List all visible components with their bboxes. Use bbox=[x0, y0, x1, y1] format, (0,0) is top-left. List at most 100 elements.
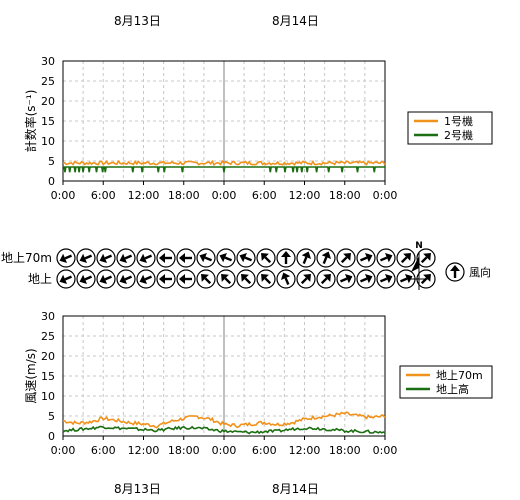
wind-arrow bbox=[281, 251, 291, 264]
wind-arrow-shaft bbox=[360, 256, 368, 262]
wind-direction-icon bbox=[216, 248, 236, 268]
x-tick-label: 12:00 bbox=[289, 444, 321, 457]
legend-box bbox=[399, 365, 493, 399]
wind-direction-icon bbox=[56, 248, 76, 268]
wind-arrow-shaft bbox=[360, 277, 368, 283]
wind-legend-icon bbox=[445, 262, 465, 282]
wind-arrow-shaft bbox=[64, 254, 72, 260]
wind-arrow-head bbox=[79, 274, 88, 284]
x-tick-label: 18:00 bbox=[168, 189, 200, 202]
wind-arrow-head bbox=[239, 252, 247, 263]
y-tick-label: 20 bbox=[41, 350, 55, 363]
wind-direction-icon bbox=[176, 248, 196, 268]
wind-arrow-shaft bbox=[400, 256, 408, 264]
wind-arrow-head bbox=[59, 274, 68, 284]
wind-direction-icon bbox=[376, 248, 396, 268]
wind-arrow bbox=[301, 251, 312, 265]
wind-arrow-head bbox=[384, 253, 393, 263]
wind-direction-icon bbox=[416, 248, 436, 268]
wind-arrow-shaft bbox=[322, 256, 328, 265]
wind-arrow-shaft bbox=[104, 275, 112, 281]
wind-arrow-head bbox=[303, 274, 311, 282]
wind-direction-icon bbox=[96, 269, 116, 289]
wind-arrow bbox=[450, 265, 460, 278]
wind-arrow bbox=[139, 274, 152, 284]
wind-direction-icon bbox=[96, 248, 116, 268]
wind-arrow-shaft bbox=[144, 254, 152, 260]
wind-legend-label: 風向 bbox=[469, 265, 491, 279]
wind-arrow-head bbox=[423, 274, 431, 282]
wind-arrow-shaft bbox=[420, 256, 428, 264]
wind-arrow-head bbox=[119, 274, 128, 284]
wind-arrow-shaft bbox=[244, 256, 253, 262]
legend-label-2: 2号機 bbox=[444, 128, 473, 142]
wind-row-label: 地上70m bbox=[1, 251, 52, 265]
x-tick-label: 12:00 bbox=[128, 444, 160, 457]
wind-arrow bbox=[261, 253, 272, 264]
wind-arrow bbox=[59, 274, 72, 284]
wind-direction-icon bbox=[136, 248, 156, 268]
y-axis-label: 計数率(s⁻¹) bbox=[23, 90, 38, 153]
wind-arrow-head bbox=[99, 274, 108, 284]
x-tick-label: 18:00 bbox=[329, 444, 361, 457]
wind-direction-icon bbox=[256, 269, 276, 289]
wind-arrow-head bbox=[261, 253, 269, 261]
compass-north-label: N bbox=[415, 241, 423, 251]
compass-needle bbox=[411, 256, 419, 272]
wind-direction-icon bbox=[336, 248, 356, 268]
wind-arrow-head bbox=[364, 253, 373, 263]
wind-arrow-head bbox=[301, 251, 312, 259]
wind-arrow-shaft bbox=[204, 256, 213, 262]
wind-direction-icon bbox=[236, 248, 256, 268]
wind-arrow bbox=[159, 253, 172, 263]
wind-arrow-shaft bbox=[284, 277, 290, 285]
wind-arrow-shaft bbox=[320, 277, 328, 285]
wind-arrow-head bbox=[323, 274, 331, 282]
wind-arrow-shaft bbox=[104, 254, 112, 260]
wind-direction-icon bbox=[156, 269, 176, 289]
wind-arrow-head bbox=[201, 274, 209, 282]
y-tick-label: 5 bbox=[48, 410, 55, 423]
y-tick-label: 30 bbox=[41, 55, 55, 68]
wind-arrow bbox=[59, 253, 72, 263]
wind-arrow-head bbox=[364, 274, 373, 284]
wind-arrow bbox=[99, 274, 112, 284]
x-tick-label: 18:00 bbox=[329, 189, 361, 202]
series-line-1 bbox=[62, 411, 386, 429]
wind-arrow-shaft bbox=[400, 277, 408, 283]
wind-arrow-shaft bbox=[264, 256, 272, 264]
wind-arrow bbox=[119, 253, 132, 263]
y-tick-label: 25 bbox=[41, 75, 55, 88]
legend-box bbox=[407, 111, 493, 145]
wind-arrow bbox=[159, 274, 172, 284]
legend-label-1: 地上70m bbox=[436, 369, 483, 382]
wind-arrow-head bbox=[450, 265, 460, 271]
y-tick-label: 0 bbox=[48, 175, 55, 188]
wind-arrow-head bbox=[199, 252, 207, 263]
wind-direction-icon bbox=[336, 269, 356, 289]
wind-arrow bbox=[179, 274, 192, 284]
wind-arrow-shaft bbox=[124, 275, 132, 281]
wind-direction-icon bbox=[116, 269, 136, 289]
wind-arrow-head bbox=[423, 253, 431, 261]
wind-direction-icon bbox=[376, 269, 396, 289]
wind-arrow bbox=[99, 253, 112, 263]
wind-direction-icon bbox=[176, 269, 196, 289]
wind-direction-icon bbox=[276, 269, 296, 289]
wind-arrow-head bbox=[179, 274, 185, 284]
wind-arrow bbox=[179, 253, 192, 263]
y-tick-label: 10 bbox=[41, 390, 55, 403]
x-tick-label: 0:00 bbox=[212, 444, 237, 457]
x-tick-label: 6:00 bbox=[252, 189, 277, 202]
wind-direction-icon bbox=[156, 248, 176, 268]
wind-arrow bbox=[239, 252, 253, 263]
wind-arrow-head bbox=[344, 274, 353, 284]
wind-arrow-shaft bbox=[224, 256, 233, 262]
y-tick-label: 25 bbox=[41, 330, 55, 343]
date-label-top-day1: 8月13日 bbox=[114, 14, 161, 28]
wind-direction-icon bbox=[296, 248, 316, 268]
wind-arrow-head bbox=[139, 274, 148, 284]
wind-direction-icon bbox=[216, 269, 236, 289]
